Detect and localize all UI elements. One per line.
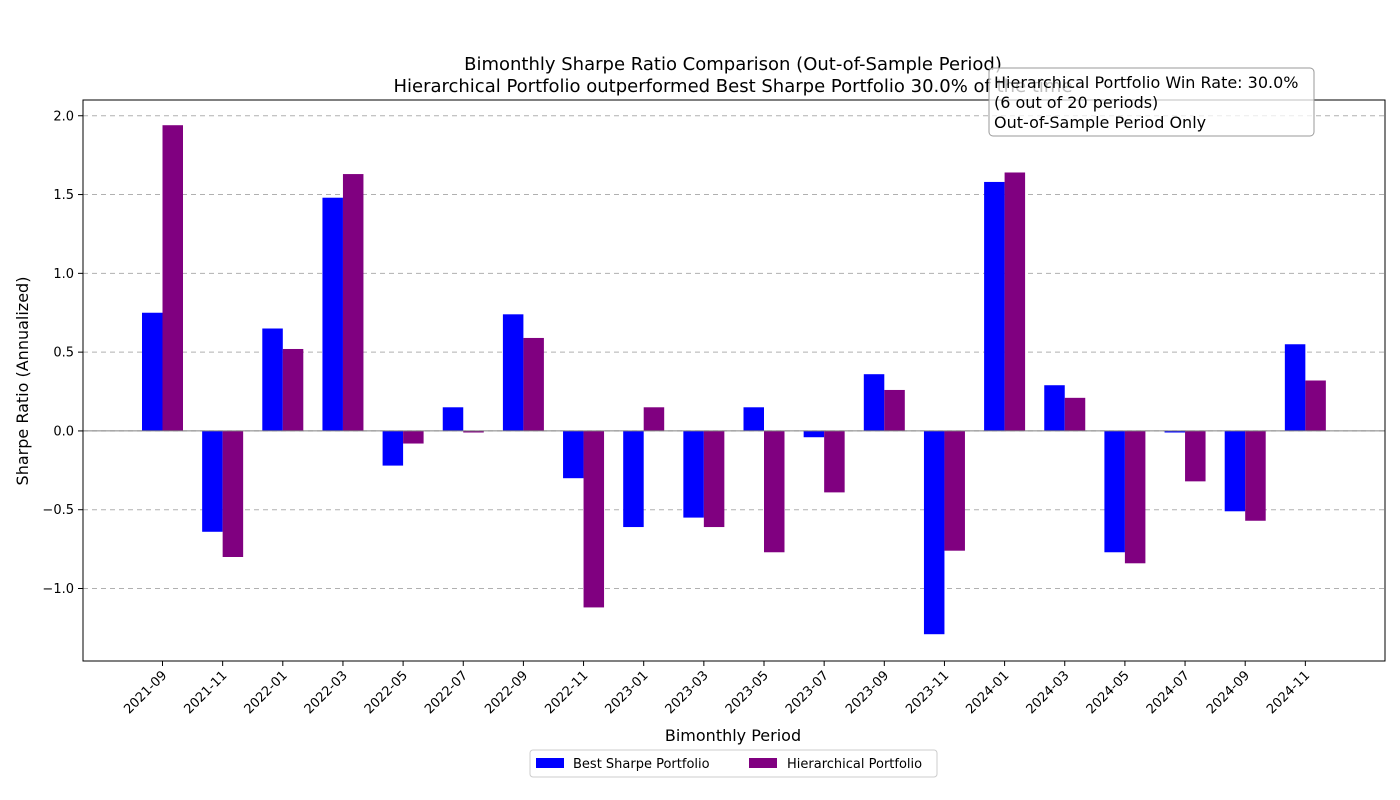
bar-best-sharpe bbox=[1284, 344, 1306, 431]
bar-hierarchical bbox=[403, 430, 424, 444]
y-tick-label: 0.5 bbox=[53, 346, 74, 361]
plot-frame bbox=[82, 99, 1386, 662]
bar-best-sharpe bbox=[1104, 430, 1125, 553]
x-tick-label: 2022-01 bbox=[242, 668, 291, 717]
x-tick-label: 2022-09 bbox=[482, 668, 531, 717]
bar-hierarchical bbox=[1245, 430, 1266, 521]
bar-hierarchical bbox=[583, 430, 605, 608]
y-tick-label: −0.5 bbox=[42, 503, 74, 518]
bar-hierarchical bbox=[1305, 380, 1326, 431]
legend: Best Sharpe Portfolio Hierarchical Portf… bbox=[529, 749, 938, 778]
bar-hierarchical bbox=[463, 430, 484, 433]
x-tick-label: 2023-07 bbox=[783, 668, 832, 717]
x-tick-label: 2024-01 bbox=[963, 668, 1012, 717]
legend-label-hierarchical: Hierarchical Portfolio bbox=[787, 757, 922, 772]
x-axis-ticks: 2021-09 2021-11 2022-01 2022-03 2022-05 2022-… bbox=[121, 661, 1313, 717]
x-tick-label: 2022-05 bbox=[362, 668, 411, 717]
bar-hierarchical bbox=[222, 430, 244, 557]
bar-hierarchical bbox=[703, 430, 725, 528]
bar-best-sharpe bbox=[262, 328, 283, 431]
annotation-line-3: Out-of-Sample Period Only bbox=[994, 113, 1206, 132]
x-tick-label: 2023-11 bbox=[903, 668, 952, 717]
bars bbox=[142, 125, 1326, 635]
y-axis-ticks: −1.0 −0.5 0.0 0.5 1.0 1.5 2.0 bbox=[42, 109, 83, 597]
y-tick-label: −1.0 bbox=[42, 582, 74, 597]
x-axis-label: Bimonthly Period bbox=[665, 726, 801, 745]
bar-best-sharpe bbox=[683, 430, 704, 518]
x-tick-label: 2022-07 bbox=[422, 668, 471, 717]
bar-hierarchical bbox=[944, 430, 965, 551]
legend-label-best-sharpe: Best Sharpe Portfolio bbox=[573, 757, 710, 772]
annotation-background bbox=[988, 67, 1315, 137]
x-tick-label: 2024-05 bbox=[1084, 668, 1133, 717]
bar-hierarchical bbox=[1124, 430, 1146, 564]
bar-best-sharpe bbox=[142, 312, 163, 431]
x-tick-label: 2024-09 bbox=[1204, 668, 1253, 717]
y-axis-label: Sharpe Ratio (Annualized) bbox=[13, 277, 32, 486]
bar-best-sharpe bbox=[1044, 385, 1065, 431]
bar-best-sharpe bbox=[502, 314, 524, 431]
bar-hierarchical bbox=[1004, 172, 1026, 431]
annotation-line-2: (6 out of 20 periods) bbox=[994, 93, 1158, 112]
x-tick-label: 2022-11 bbox=[542, 668, 591, 717]
bar-best-sharpe bbox=[442, 407, 464, 431]
bar-hierarchical bbox=[342, 174, 364, 431]
bar-best-sharpe bbox=[803, 430, 825, 438]
chart-title: Bimonthly Sharpe Ratio Comparison (Out-o… bbox=[464, 54, 1002, 75]
y-tick-label: 2.0 bbox=[53, 109, 74, 124]
y-tick-label: 0.0 bbox=[53, 424, 74, 439]
bar-best-sharpe bbox=[984, 181, 1005, 431]
bar-hierarchical bbox=[884, 389, 905, 431]
y-tick-label: 1.0 bbox=[53, 267, 74, 282]
bar-hierarchical bbox=[523, 337, 544, 431]
x-tick-label: 2023-01 bbox=[603, 668, 652, 717]
x-tick-label: 2024-07 bbox=[1144, 668, 1193, 717]
bar-best-sharpe bbox=[322, 197, 343, 431]
bar-hierarchical bbox=[1064, 397, 1086, 431]
bar-best-sharpe bbox=[202, 430, 223, 532]
bar-hierarchical bbox=[282, 348, 304, 431]
x-tick-label: 2023-03 bbox=[663, 668, 712, 717]
bar-best-sharpe bbox=[923, 430, 945, 635]
bar-hierarchical bbox=[764, 430, 785, 553]
bar-best-sharpe bbox=[382, 430, 404, 466]
y-tick-label: 1.5 bbox=[53, 188, 74, 203]
legend-swatch-best-sharpe bbox=[536, 758, 564, 768]
bar-hierarchical bbox=[824, 430, 845, 493]
win-rate-annotation: Hierarchical Portfolio Win Rate: 30.0% (… bbox=[988, 67, 1315, 137]
x-tick-label: 2024-11 bbox=[1264, 668, 1313, 717]
bar-best-sharpe bbox=[1164, 430, 1186, 433]
x-tick-label: 2021-11 bbox=[181, 668, 230, 717]
x-tick-label: 2023-05 bbox=[723, 668, 772, 717]
bar-best-sharpe bbox=[623, 430, 644, 528]
bar-hierarchical bbox=[643, 407, 665, 431]
bar-hierarchical bbox=[162, 125, 183, 431]
x-tick-label: 2024-03 bbox=[1024, 668, 1073, 717]
x-tick-label: 2022-03 bbox=[302, 668, 351, 717]
bar-best-sharpe bbox=[1224, 430, 1246, 512]
x-tick-label: 2023-09 bbox=[843, 668, 892, 717]
annotation-line-1: Hierarchical Portfolio Win Rate: 30.0% bbox=[994, 73, 1298, 92]
x-tick-label: 2021-09 bbox=[121, 668, 170, 717]
bar-hierarchical bbox=[1185, 430, 1206, 482]
legend-swatch-hierarchical bbox=[749, 758, 777, 768]
bar-best-sharpe bbox=[743, 407, 764, 431]
bar-best-sharpe bbox=[563, 430, 584, 479]
legend-frame bbox=[529, 749, 938, 778]
chart-subtitle: Hierarchical Portfolio outperformed Best… bbox=[393, 76, 1072, 97]
bar-best-sharpe bbox=[863, 374, 885, 431]
